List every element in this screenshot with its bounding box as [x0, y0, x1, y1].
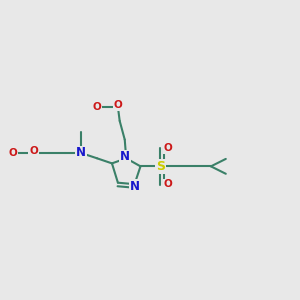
- Text: O: O: [113, 100, 122, 110]
- Text: N: N: [130, 180, 140, 193]
- Text: N: N: [76, 146, 86, 160]
- Text: S: S: [156, 160, 165, 173]
- Text: O: O: [29, 146, 38, 157]
- Text: O: O: [9, 148, 18, 158]
- Text: O: O: [164, 179, 172, 190]
- Text: O: O: [93, 102, 101, 112]
- Text: N: N: [120, 150, 130, 163]
- Text: O: O: [164, 143, 172, 153]
